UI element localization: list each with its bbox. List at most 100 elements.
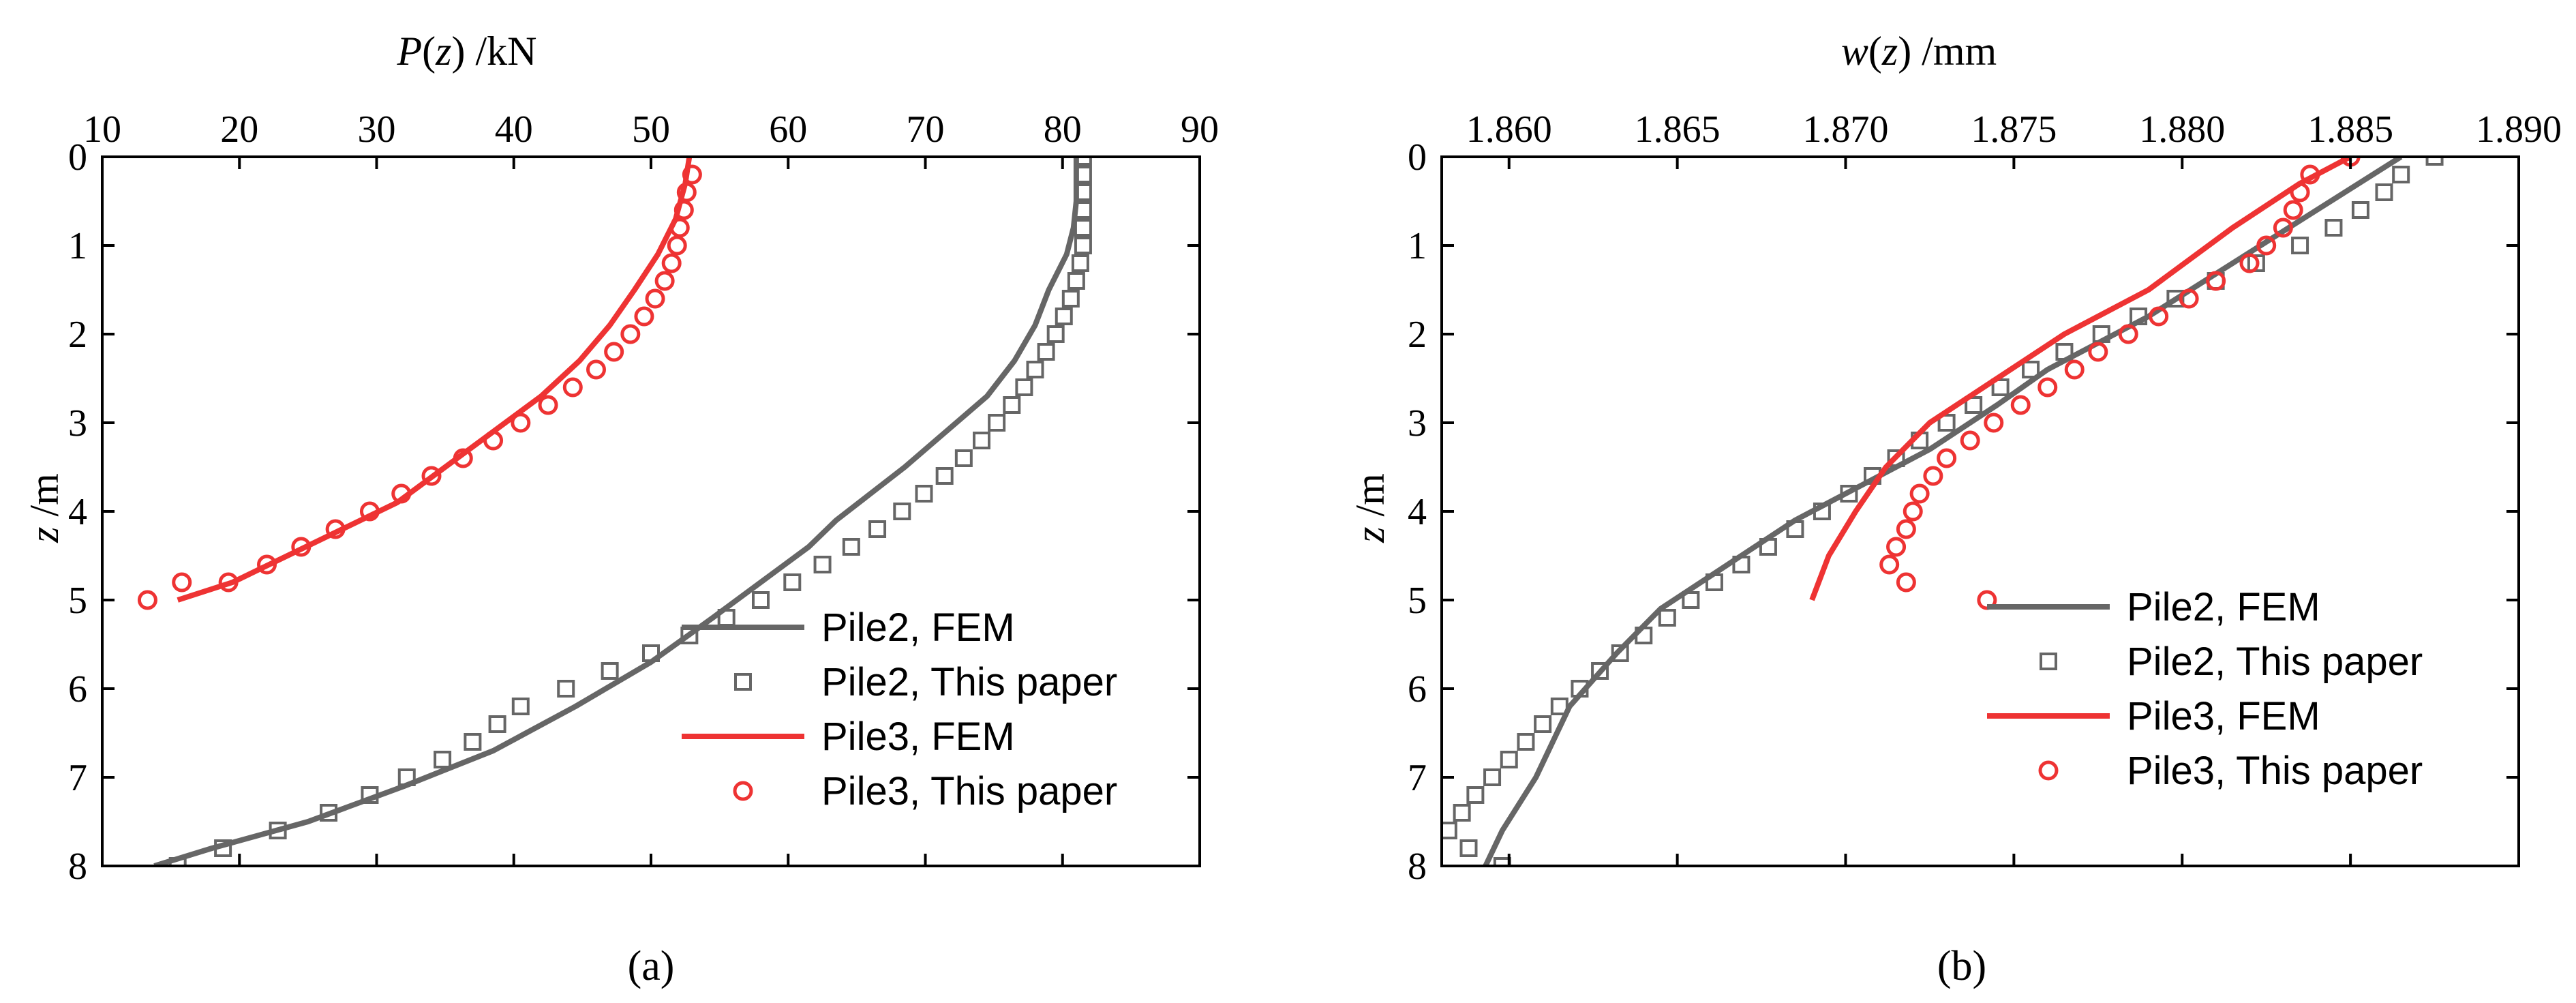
data-point-circle <box>2290 182 2310 203</box>
plot-area <box>1442 157 2444 866</box>
data-point-square <box>1453 804 1471 822</box>
data-point-circle <box>620 324 641 344</box>
data-point-square <box>842 538 860 556</box>
data-point-circle <box>604 342 624 362</box>
y-tick-label: 3 <box>68 402 87 445</box>
legend-label: Pile2, FEM <box>821 605 1015 650</box>
data-point-square <box>1550 698 1569 715</box>
data-point-circle <box>1984 413 2004 433</box>
data-point-square <box>1965 396 1983 414</box>
data-point-circle <box>2118 324 2138 344</box>
data-point-circle <box>1886 537 1907 557</box>
y-tick-label: 8 <box>1408 845 1427 888</box>
series-line <box>1809 157 2352 601</box>
data-point-circle <box>2239 253 2260 273</box>
y-tick-labels: 0 1 2 3 4 5 6 7 8 <box>1408 136 1427 888</box>
x-tick-label: 1.865 <box>1635 108 1721 151</box>
legend-label: Pile2, FEM <box>2127 585 2320 629</box>
data-point-circle <box>2088 342 2108 362</box>
y-tick-label: 0 <box>1408 136 1427 179</box>
plot-marks <box>1442 157 2444 866</box>
data-point-square <box>752 591 770 609</box>
plot-marks <box>137 157 1092 866</box>
data-point-circle <box>661 253 682 273</box>
data-point-circle <box>1896 519 1916 539</box>
data-point-square <box>2022 361 2040 378</box>
data-point-square <box>269 822 287 839</box>
y-axis-title: z /m <box>22 473 67 543</box>
data-point-square <box>1937 414 1956 432</box>
x-tick-label: 80 <box>1044 108 1082 151</box>
data-point-circle <box>257 554 277 575</box>
y-tick-label: 2 <box>1408 314 1427 356</box>
y-tick-label: 1 <box>1408 225 1427 267</box>
data-point-circle <box>453 448 473 468</box>
data-point-square <box>813 556 832 573</box>
plot-area <box>137 157 1092 866</box>
data-point-square <box>1991 378 2010 396</box>
data-point-square <box>1571 680 1589 698</box>
x-tick-label: 10 <box>83 108 121 151</box>
data-point-circle <box>2273 218 2293 238</box>
data-point-circle <box>421 466 442 486</box>
data-point-circle <box>218 572 239 593</box>
data-point-circle <box>1909 483 1930 504</box>
legend-label: Pile3, This paper <box>2127 749 2423 793</box>
data-point-circle <box>2206 271 2226 291</box>
x-tick-label: 70 <box>907 108 945 151</box>
data-point-circle <box>667 235 687 256</box>
tick-marks <box>1442 155 2520 867</box>
data-point-circle <box>291 537 312 557</box>
y-tick-label: 2 <box>68 314 87 356</box>
legend-label: Pile3, FEM <box>821 715 1015 759</box>
data-point-square <box>1074 237 1092 254</box>
y-tick-label: 7 <box>68 757 87 799</box>
y-tick-label: 8 <box>68 845 87 888</box>
data-point-square <box>214 839 232 857</box>
data-point-square <box>1074 166 1092 183</box>
data-point-square <box>1074 201 1092 219</box>
y-tick-label: 4 <box>68 491 87 533</box>
y-tick-label: 5 <box>68 580 87 622</box>
data-point-circle <box>2283 200 2303 220</box>
data-point-square <box>1658 609 1676 627</box>
x-axis-title: w(z) /mm <box>1841 29 1997 74</box>
legend-label: Pile3, This paper <box>821 769 1117 813</box>
x-tick-label: 1.870 <box>1803 108 1889 151</box>
data-point-square <box>642 644 660 662</box>
data-point-square <box>915 485 933 503</box>
data-point-circle <box>676 182 697 203</box>
legend-swatch-square <box>734 673 752 691</box>
data-point-square <box>397 768 416 786</box>
data-point-square <box>1061 290 1080 308</box>
data-point-square <box>1887 449 1905 467</box>
panel-label-a: (a) <box>628 943 675 989</box>
y-tick-label: 5 <box>1408 580 1427 622</box>
data-point-square <box>868 520 887 538</box>
x-tick-label: 1.880 <box>2139 108 2225 151</box>
data-point-circle <box>1960 430 1980 451</box>
data-point-square <box>1635 627 1653 644</box>
data-point-circle <box>682 164 702 185</box>
data-point-circle <box>2300 164 2320 185</box>
data-point-circle <box>1896 572 1916 593</box>
data-point-square <box>2392 166 2410 183</box>
x-tick-label: 1.890 <box>2476 108 2562 151</box>
legend-label: Pile2, This paper <box>821 660 1117 704</box>
data-point-square <box>601 662 619 680</box>
data-point-square <box>1067 272 1085 290</box>
data-point-square <box>361 786 379 804</box>
legend: Pile2, FEM Pile2, This paper Pile3, FEM Pil… <box>682 605 1117 813</box>
data-point-circle <box>137 590 157 610</box>
data-point-circle <box>483 430 504 451</box>
legend-swatch-circle <box>733 781 753 801</box>
legend-label: Pile2, This paper <box>2127 640 2423 684</box>
y-tick-label: 7 <box>1408 757 1427 799</box>
data-point-square <box>1026 361 1044 378</box>
data-point-circle <box>645 288 665 309</box>
data-point-circle <box>669 218 690 238</box>
legend: Pile2, FEM Pile2, This paper Pile3, FEM Pil… <box>1987 585 2423 793</box>
data-point-square <box>168 857 187 866</box>
data-point-square <box>1074 219 1092 237</box>
